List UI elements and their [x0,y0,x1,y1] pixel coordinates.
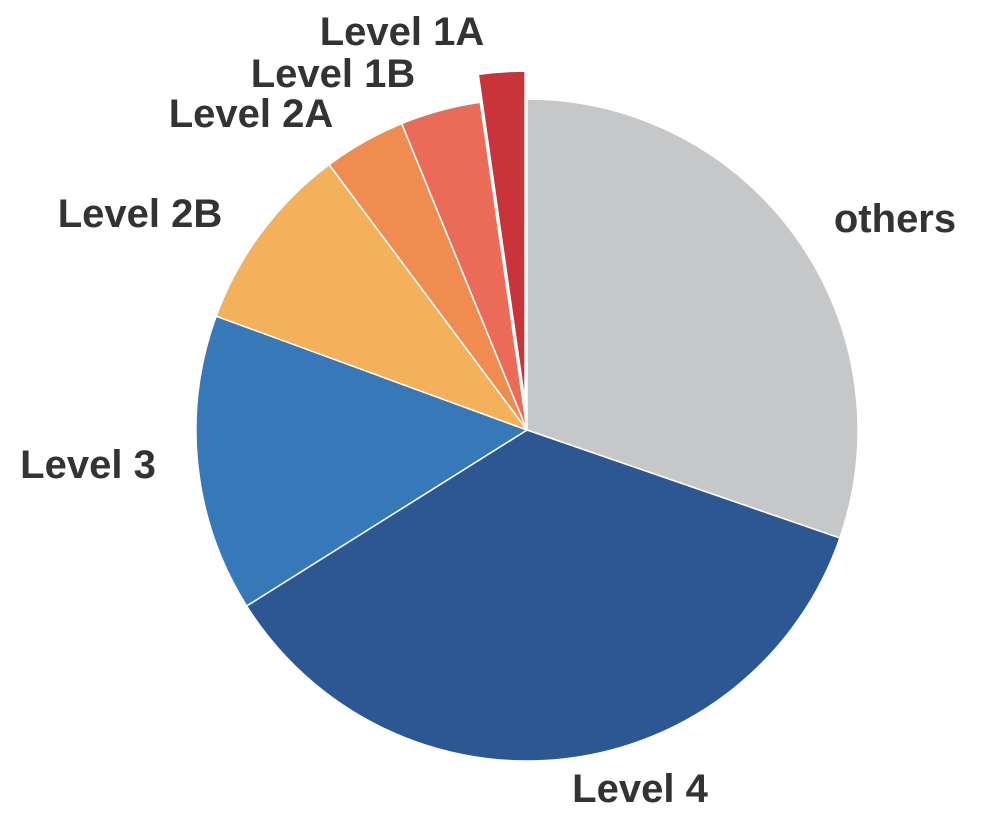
pie-slice-level-3 [195,315,529,608]
pie-label-level-4: Level 4 [572,767,708,811]
pie-label-level-1b: Level 1B [251,52,416,96]
pie-label-level-2b: Level 2B [58,192,223,236]
pie-slice-level-2b [215,163,530,432]
pie-slice-level-1a [477,70,526,403]
pie-label-level-2a: Level 2A [169,92,334,136]
pie-label-others: others [834,197,956,241]
pie-slice-level-4 [245,429,841,762]
pie-label-level-1a: Level 1A [320,10,485,54]
pie-slices [195,70,859,762]
pie-slice-others [526,98,859,540]
pie-slice-level-1b [400,101,528,431]
pie-label-level-3: Level 3 [20,443,156,487]
